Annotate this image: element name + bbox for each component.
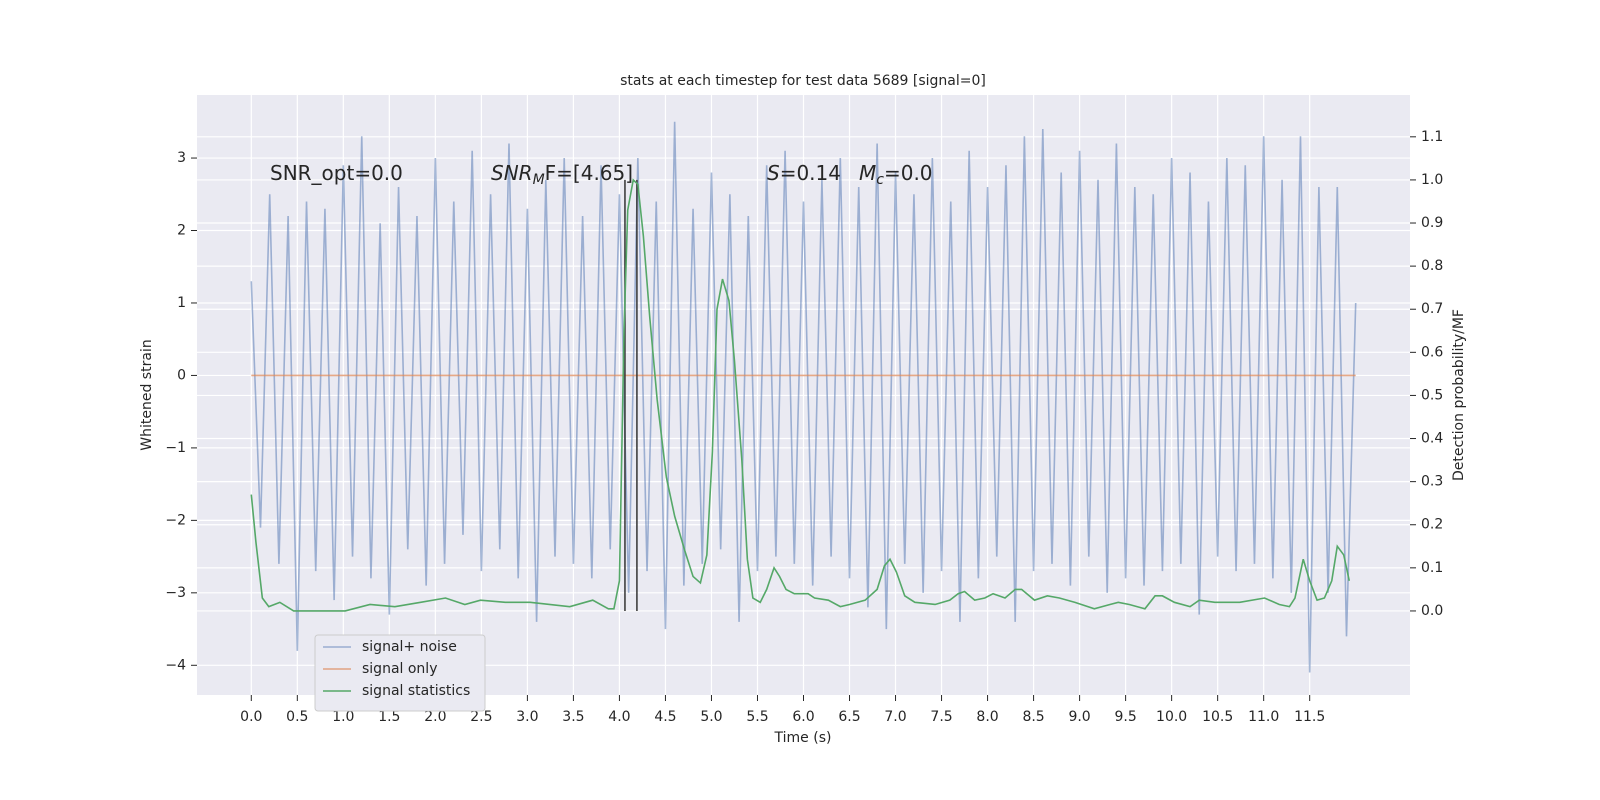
x-tick-label: 0.5 (286, 709, 308, 725)
x-axis-label: Time (s) (774, 730, 832, 746)
y2-tick-label: 0.5 (1421, 387, 1443, 403)
y2-tick-label: 1.1 (1421, 129, 1443, 145)
x-tick-label: 7.5 (930, 709, 952, 725)
y-tick-label: −1 (165, 440, 186, 456)
y-tick-label: 2 (177, 223, 186, 239)
annotation-part: S (767, 161, 780, 185)
series-line (250, 178, 1351, 612)
x-tick-label: 6.0 (792, 709, 814, 725)
y2-tick-label: 0.1 (1421, 560, 1443, 576)
y2-tick-label: 1.0 (1421, 172, 1443, 188)
y2-tick-label: 0.4 (1421, 431, 1443, 447)
x-tick-label: 6.5 (838, 709, 860, 725)
x-tick-label: 2.5 (470, 709, 492, 725)
annotation: SNR_opt=0.0 (270, 161, 403, 185)
y2-tick-label: 0.9 (1421, 215, 1443, 231)
x-tick-label: 10.5 (1202, 709, 1233, 725)
y2-tick-label: 0.7 (1421, 301, 1443, 317)
y2-tick-label: 0.3 (1421, 474, 1443, 490)
x-tick-label: 2.0 (424, 709, 446, 725)
x-tick-label: 7.0 (884, 709, 906, 725)
y-tick-label: 1 (177, 295, 186, 311)
y2-axis-label: Detection probability/MF (1451, 309, 1467, 481)
annotation-part: M (533, 172, 545, 188)
y-tick-label: 0 (177, 367, 186, 383)
x-tick-label: 0.0 (240, 709, 262, 725)
annotation-part: =0.0 (884, 161, 933, 185)
x-tick-label: 10.0 (1156, 709, 1187, 725)
legend: signal+ noise signal only signal statistic… (314, 634, 486, 712)
chart-title: stats at each timestep for test data 568… (620, 73, 986, 89)
x-tick-label: 5.5 (746, 709, 768, 725)
annotation-part: M (859, 161, 876, 185)
annotation-part: c (876, 172, 884, 188)
annotation-part: F=[4.65] (545, 161, 633, 185)
y2-tick-label: 0.2 (1421, 517, 1443, 533)
legend-label: signal only (362, 661, 437, 677)
x-tick-label: 3.0 (516, 709, 538, 725)
annotation: Mc=0.0 (859, 161, 933, 189)
x-tick-label: 1.0 (332, 709, 354, 725)
y2-tick-label: 0.6 (1421, 344, 1443, 360)
x-tick-label: 1.5 (378, 709, 400, 725)
x-tick-label: 9.0 (1068, 709, 1090, 725)
y-tick-label: −3 (165, 585, 186, 601)
annotation: S=0.14 (767, 161, 841, 185)
x-tick-label: 5.0 (700, 709, 722, 725)
y2-tick-label: 0.0 (1421, 603, 1443, 619)
x-tick-label: 11.0 (1248, 709, 1279, 725)
annotation-part: =0.14 (780, 161, 841, 185)
y-tick-label: −2 (165, 512, 186, 528)
series-line (250, 121, 1357, 673)
x-tick-label: 11.5 (1294, 709, 1325, 725)
x-tick-label: 8.0 (976, 709, 998, 725)
legend-label: signal+ noise (362, 639, 457, 655)
annotation: SNRMF=[4.65] (491, 161, 633, 189)
plot-layer (250, 121, 1357, 673)
legend-box (314, 634, 486, 712)
x-tick-label: 3.5 (562, 709, 584, 725)
x-tick-label: 4.0 (608, 709, 630, 725)
annotation-part: SNR (491, 161, 533, 185)
legend-label: signal statistics (362, 683, 470, 699)
y-tick-label: −4 (165, 657, 186, 673)
y2-tick-label: 0.8 (1421, 258, 1443, 274)
annotation-part: SNR_opt=0.0 (270, 161, 403, 185)
x-tick-label: 8.5 (1022, 709, 1044, 725)
y-axis-label: Whitened strain (139, 339, 155, 450)
x-tick-label: 4.5 (654, 709, 676, 725)
y-tick-label: 3 (177, 150, 186, 166)
x-tick-label: 9.5 (1114, 709, 1136, 725)
